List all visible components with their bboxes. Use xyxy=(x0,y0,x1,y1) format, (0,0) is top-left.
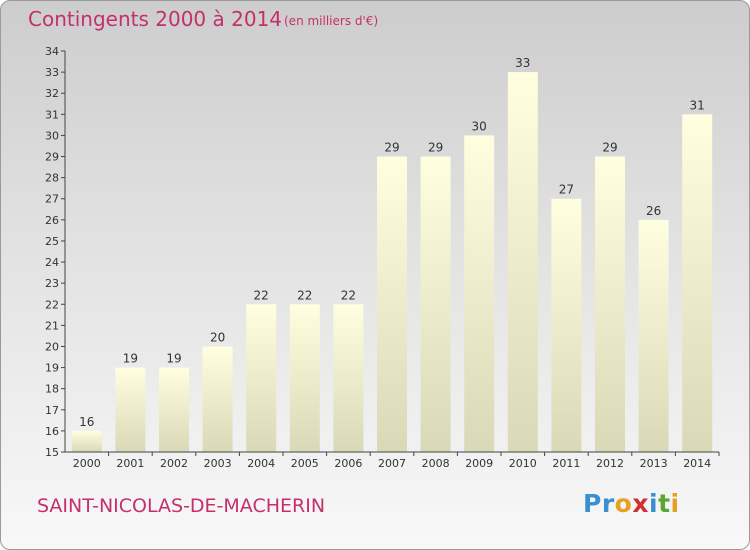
chart-subtitle: (en milliers d'€) xyxy=(284,14,379,28)
value-label: 26 xyxy=(646,204,661,218)
x-tick-label: 2006 xyxy=(334,457,362,470)
y-tick-label: 23 xyxy=(45,277,59,290)
x-tick-label: 2001 xyxy=(116,457,144,470)
y-tick-label: 19 xyxy=(45,362,59,375)
value-label: 29 xyxy=(384,141,399,155)
y-tick-label: 32 xyxy=(45,87,59,100)
x-tick-label: 2007 xyxy=(378,457,406,470)
chart-title: Contingents 2000 à 2014 xyxy=(28,7,283,31)
y-tick-label: 22 xyxy=(45,298,59,311)
x-tick-label: 2012 xyxy=(596,457,624,470)
bar xyxy=(420,156,451,453)
bar xyxy=(507,72,538,453)
logo-letter: P xyxy=(583,489,602,518)
value-label: 27 xyxy=(559,183,574,197)
bar xyxy=(638,219,669,452)
value-label: 22 xyxy=(341,288,356,302)
x-tick-label: 2000 xyxy=(73,457,101,470)
logo-letter: t xyxy=(658,489,671,518)
value-label: 29 xyxy=(428,141,443,155)
y-tick-label: 26 xyxy=(45,214,59,227)
value-label: 16 xyxy=(79,415,94,429)
value-label: 20 xyxy=(210,330,225,344)
y-tick-label: 15 xyxy=(45,446,59,459)
x-tick-label: 2008 xyxy=(422,457,450,470)
labels-layer: 16 2000 19 2001 19 2002 20 2003 22 2004 22 2005 22 20… xyxy=(45,45,711,470)
x-tick-label: 2009 xyxy=(465,457,493,470)
logo-letter: i xyxy=(670,489,680,518)
y-tick-label: 29 xyxy=(45,151,59,164)
commune-name: SAINT-NICOLAS-DE-MACHERIN xyxy=(37,495,326,517)
logo-letter: r xyxy=(601,489,615,518)
x-tick-label: 2013 xyxy=(640,457,668,470)
y-tick-label: 21 xyxy=(45,319,59,332)
value-label: 29 xyxy=(602,141,617,155)
value-label: 22 xyxy=(254,288,269,302)
bar xyxy=(246,304,277,452)
bar xyxy=(682,114,713,452)
y-tick-label: 25 xyxy=(45,235,59,248)
y-tick-label: 18 xyxy=(45,383,59,396)
y-tick-label: 31 xyxy=(45,108,59,121)
value-label: 22 xyxy=(297,288,312,302)
bar xyxy=(159,367,189,452)
bar xyxy=(333,304,364,452)
logo-letter: x xyxy=(632,489,649,518)
y-tick-label: 24 xyxy=(45,256,59,269)
y-tick-label: 27 xyxy=(45,193,59,206)
y-tick-label: 33 xyxy=(45,66,59,79)
y-tick-label: 16 xyxy=(45,425,59,438)
bar xyxy=(71,430,102,452)
value-label: 19 xyxy=(123,352,138,366)
value-label: 31 xyxy=(690,98,705,112)
axes-layer xyxy=(61,50,720,456)
y-tick-label: 30 xyxy=(45,129,59,142)
x-tick-label: 2003 xyxy=(204,457,232,470)
bar xyxy=(464,135,495,452)
bar xyxy=(115,367,146,452)
value-label: 30 xyxy=(472,119,487,133)
x-tick-label: 2014 xyxy=(683,457,711,470)
x-tick-label: 2005 xyxy=(291,457,319,470)
value-label: 19 xyxy=(166,352,181,366)
proxiti-logo: Proxiti xyxy=(583,489,680,518)
y-tick-label: 34 xyxy=(45,45,59,58)
logo-letter: i xyxy=(649,489,659,518)
value-label: 33 xyxy=(515,56,530,70)
bar xyxy=(377,156,407,453)
bar xyxy=(551,198,582,452)
bar xyxy=(289,304,320,452)
x-tick-label: 2004 xyxy=(247,457,275,470)
y-tick-label: 20 xyxy=(45,340,59,353)
logo-letter: o xyxy=(614,489,633,518)
bar xyxy=(202,346,233,452)
y-tick-label: 28 xyxy=(45,172,59,185)
bars-layer xyxy=(71,72,713,453)
x-tick-label: 2002 xyxy=(160,457,188,470)
x-tick-label: 2010 xyxy=(509,457,537,470)
x-tick-label: 2011 xyxy=(552,457,580,470)
y-tick-label: 17 xyxy=(45,404,59,417)
bar xyxy=(595,156,625,453)
